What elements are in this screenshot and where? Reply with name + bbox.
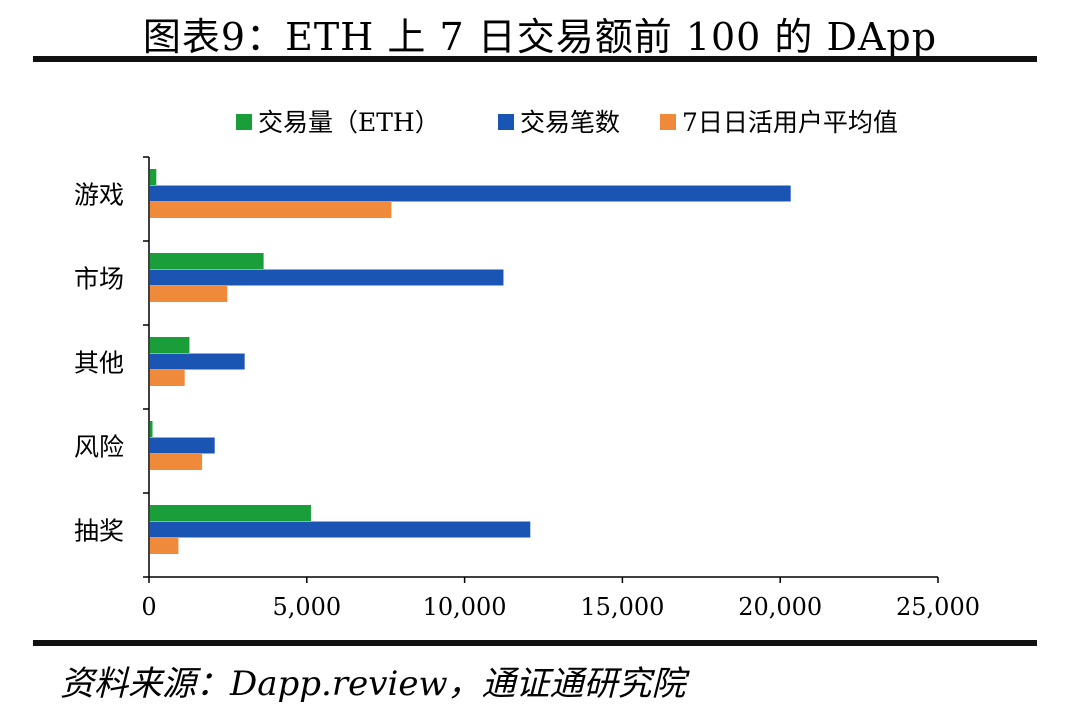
x-tick-label-2: 10,000 xyxy=(423,593,507,621)
legend-swatch-2 xyxy=(660,114,676,130)
bar-3-1 xyxy=(150,437,215,454)
bar-2-0 xyxy=(150,337,190,353)
x-tick-label-4: 20,000 xyxy=(738,593,822,621)
bar-4-1 xyxy=(150,521,531,538)
bar-3-0 xyxy=(150,421,153,437)
legend-swatch-1 xyxy=(498,114,514,130)
top-rule xyxy=(33,56,1037,62)
category-label-3: 风险 xyxy=(74,433,124,462)
category-label-0: 游戏 xyxy=(74,181,124,210)
source-note: 资料来源：Dapp.review，通证通研究院 xyxy=(60,664,686,704)
category-label-4: 抽奖 xyxy=(74,517,124,546)
bar-2-2 xyxy=(150,370,185,386)
bar-4-0 xyxy=(150,505,311,521)
bar-0-1 xyxy=(150,185,791,202)
bar-0-2 xyxy=(150,202,392,218)
bar-0-0 xyxy=(150,169,157,185)
bar-2-1 xyxy=(150,353,245,370)
bottom-rule xyxy=(33,640,1037,646)
bar-3-2 xyxy=(150,454,203,470)
x-tick-label-5: 25,000 xyxy=(896,593,980,621)
x-tick-label-3: 15,000 xyxy=(580,593,664,621)
category-label-1: 市场 xyxy=(74,265,124,294)
chart-title: 图表9：ETH 上 7 日交易额前 100 的 DApp xyxy=(142,15,938,59)
category-label-2: 其他 xyxy=(74,349,124,378)
legend-label-0: 交易量（ETH） xyxy=(258,108,440,137)
legend-swatch-0 xyxy=(236,114,252,130)
legend-label-2: 7日日活用户平均值 xyxy=(682,108,898,137)
bar-1-2 xyxy=(150,286,228,302)
bar-4-2 xyxy=(150,538,179,554)
x-tick-label-1: 5,000 xyxy=(272,593,341,621)
legend-label-1: 交易笔数 xyxy=(520,108,620,137)
bar-1-1 xyxy=(150,269,504,286)
x-tick-label-0: 0 xyxy=(141,593,156,621)
bar-1-0 xyxy=(150,253,264,269)
